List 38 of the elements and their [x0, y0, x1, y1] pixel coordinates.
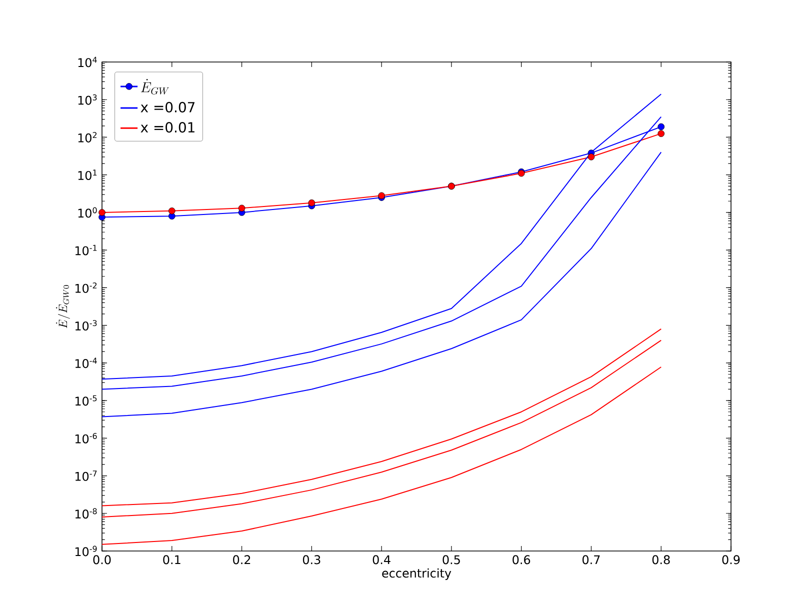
y-tick-label: 10$^{-6}$ [75, 432, 97, 444]
point [238, 204, 246, 212]
legend-label: $\dot{E}_{GW}$ [140, 78, 169, 94]
point [588, 154, 595, 160]
x-tick-label: 0.8 [652, 555, 670, 564]
x-tick-label: 0.7 [582, 555, 600, 564]
line-series [102, 366, 662, 545]
y-tick-label: 10$^{2}$ [78, 132, 97, 142]
y-tick-label: 10$^{-5}$ [75, 395, 97, 406]
point [98, 209, 106, 216]
point [658, 123, 665, 130]
y-tick-label: 10$^{0}$ [78, 207, 97, 218]
point [308, 199, 316, 206]
x-tick-label: 0.6 [512, 555, 530, 564]
y-tick-label: 10$^{-8}$ [75, 508, 97, 519]
y-tick-label: 10$^{4}$ [78, 56, 97, 68]
x-tick-label: 0.4 [372, 555, 390, 564]
y-tick-label: 10$^{-7}$ [75, 470, 97, 481]
y-tick-label: 10$^{-1}$ [75, 244, 97, 256]
x-tick-label: 0.5 [442, 555, 460, 564]
line-series [102, 152, 662, 418]
x-tick-label: 0.3 [302, 555, 320, 564]
x-tick-label: 0.1 [163, 555, 180, 564]
y-tick-label: 10$^{-2}$ [75, 282, 97, 293]
legend-label: x =0.01 [140, 122, 194, 133]
x-tick-label: 0.0 [93, 555, 111, 564]
point [168, 208, 176, 214]
point [658, 130, 665, 137]
y-tick-label: 10$^{-3}$ [75, 320, 97, 331]
x-tick-label: 0.9 [722, 555, 740, 564]
x-axis-title: eccentricity [382, 568, 452, 580]
y-tick-label: 10$^{1}$ [78, 170, 97, 180]
x-tick-label: 0.2 [233, 555, 250, 564]
y-tick-label: 10$^{3}$ [78, 94, 97, 105]
y-tick-label: 10$^{-4}$ [75, 358, 97, 368]
y-tick-label: 10$^{-9}$ [75, 546, 97, 556]
y-axis-title: $\dot{E}/\dot{E}_{GW0}$ [56, 285, 70, 328]
legend-label: x =0.07 [140, 102, 195, 112]
